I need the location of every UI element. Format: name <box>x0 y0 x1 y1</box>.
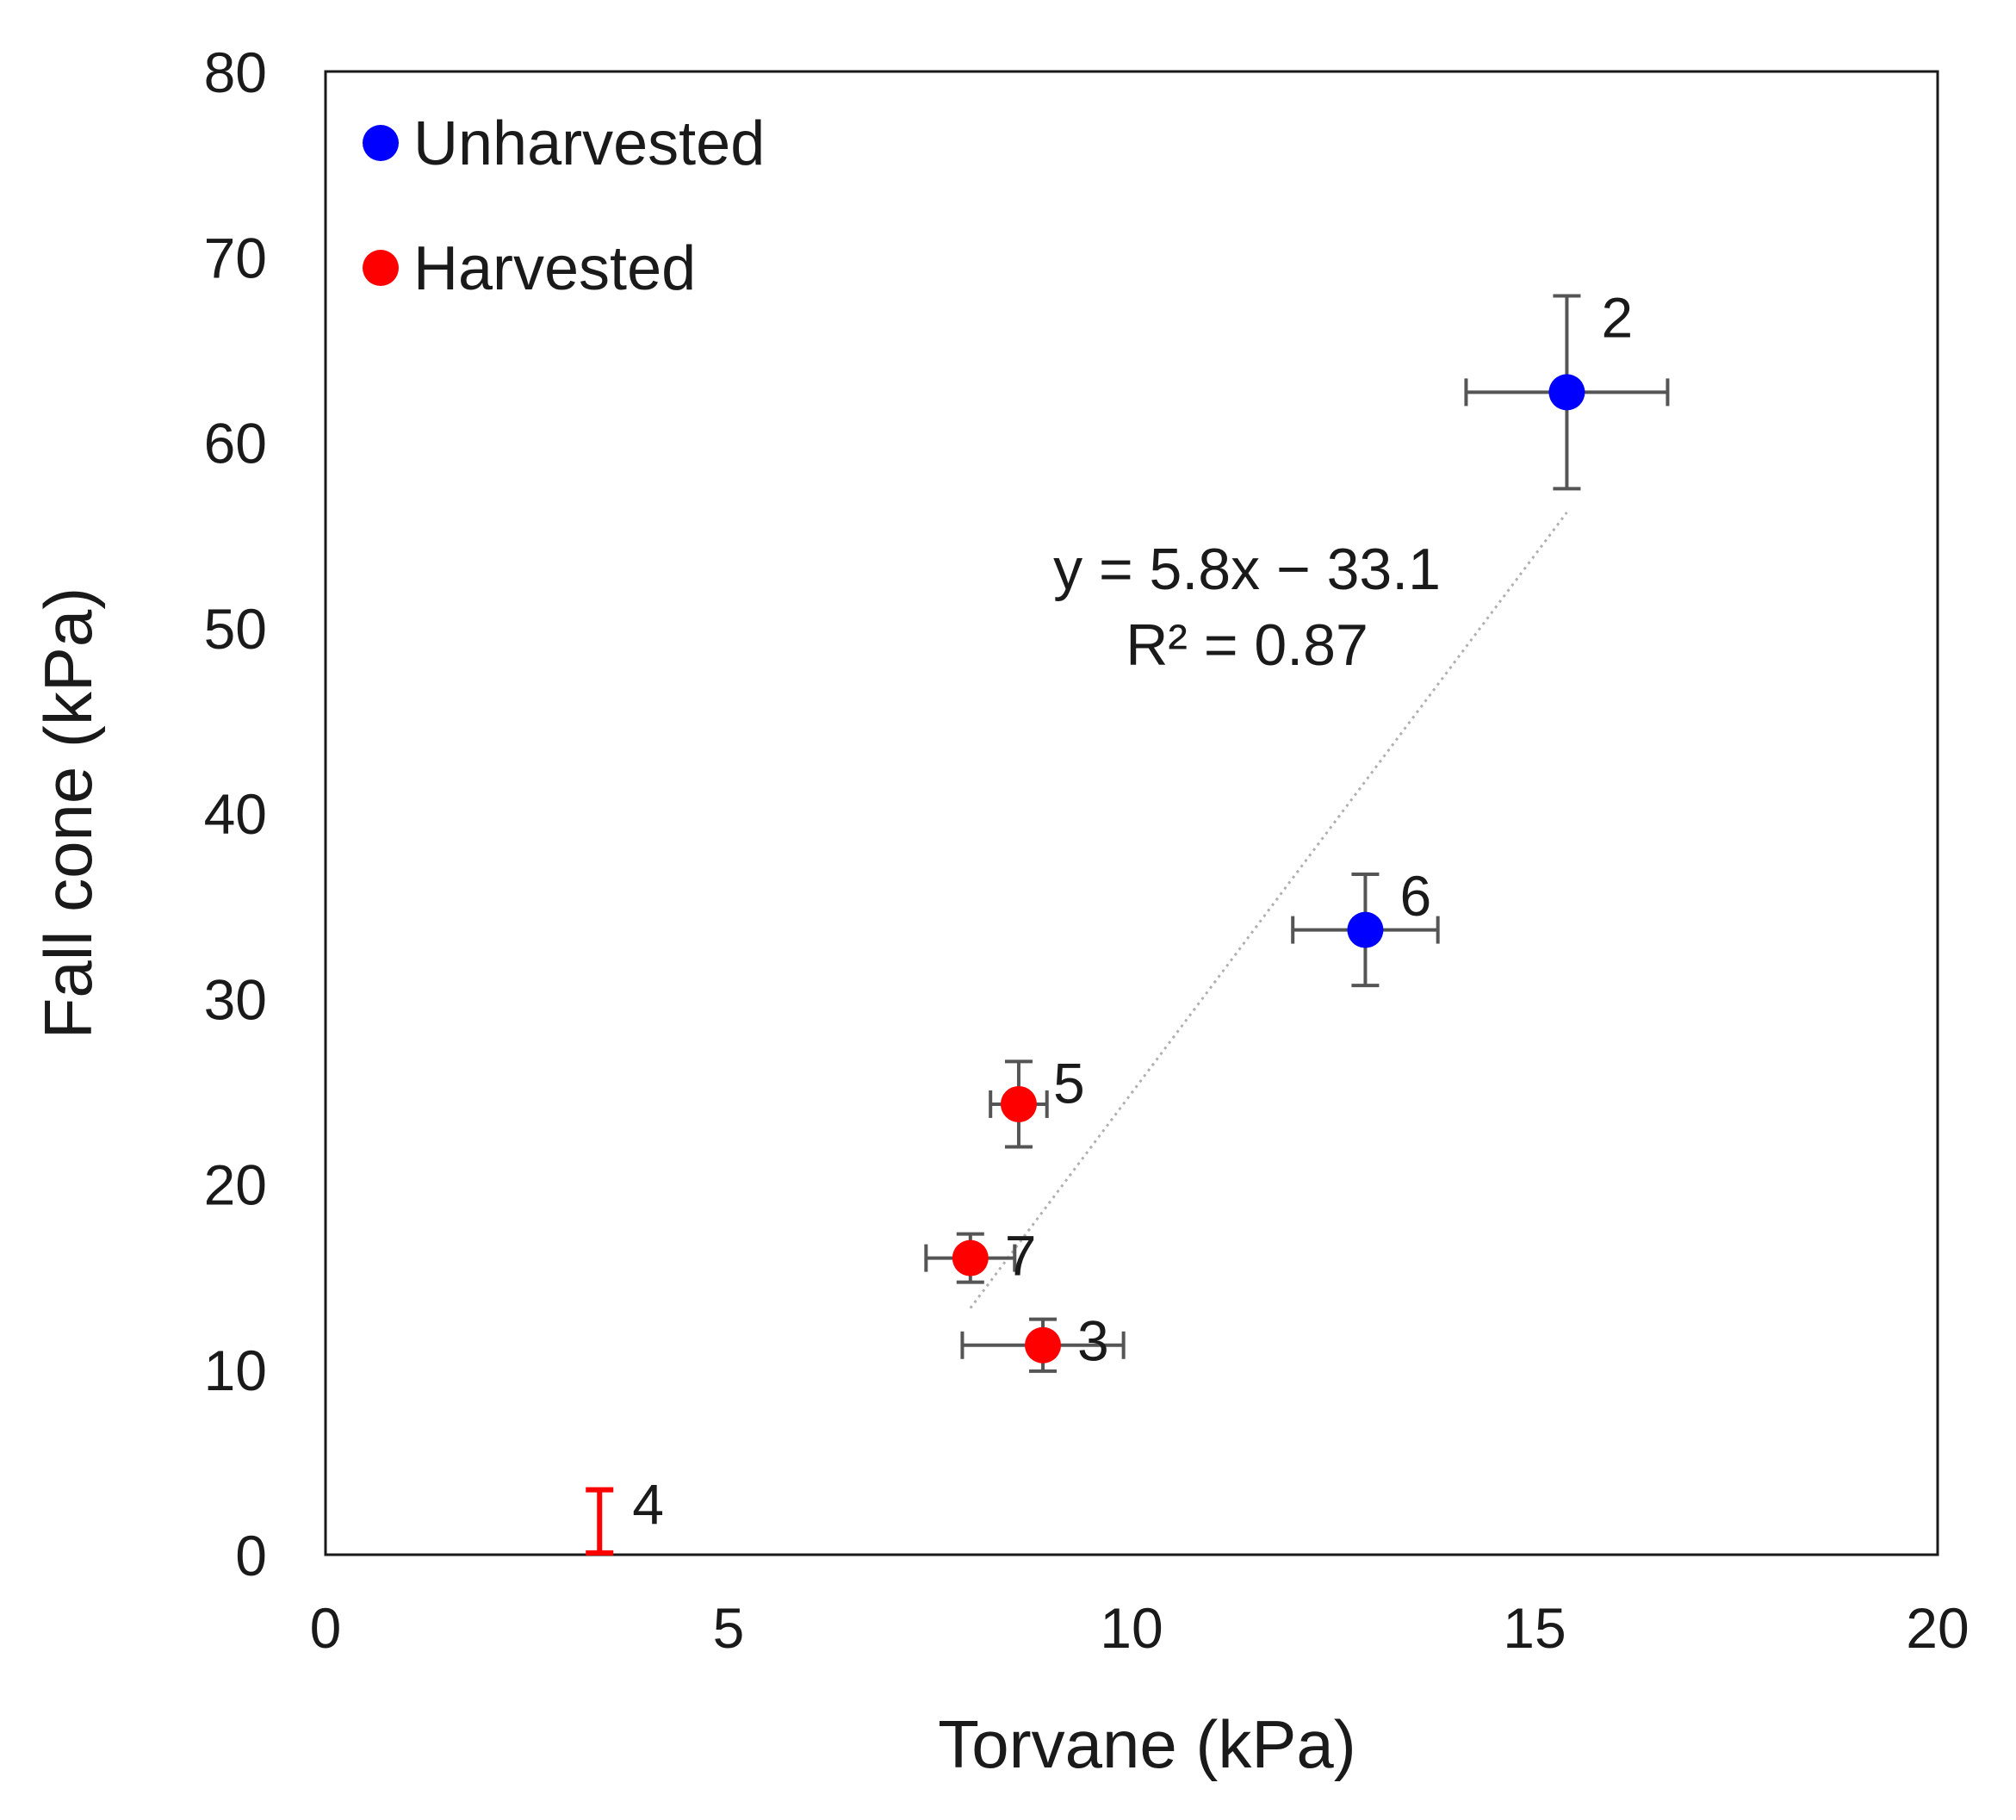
y-tick-label: 50 <box>204 597 267 661</box>
point-label: 4 <box>632 1473 664 1537</box>
x-tick-label: 0 <box>310 1596 342 1660</box>
trendline-r2: R² = 0.87 <box>1126 612 1368 678</box>
y-tick-label: 10 <box>204 1339 267 1402</box>
y-tick-label: 60 <box>204 412 267 475</box>
point-label: 5 <box>1053 1051 1085 1115</box>
legend-marker <box>363 250 399 286</box>
point-label: 3 <box>1077 1309 1109 1373</box>
data-point <box>952 1239 989 1276</box>
legend-marker <box>363 125 399 161</box>
y-tick-label: 70 <box>204 226 267 289</box>
y-tick-label: 0 <box>235 1524 267 1587</box>
point-label: 2 <box>1601 285 1633 349</box>
y-tick-label: 40 <box>204 782 267 846</box>
point-label: 6 <box>1399 864 1431 928</box>
data-point <box>1548 374 1585 411</box>
x-axis-title: Torvane (kPa) <box>938 1706 1356 1782</box>
data-point <box>1000 1085 1037 1122</box>
plot-area <box>324 70 1939 1556</box>
trendline <box>969 511 1568 1309</box>
y-tick-label: 20 <box>204 1153 267 1217</box>
legend-label: Harvested <box>413 234 696 303</box>
y-tick-label: 80 <box>204 40 267 104</box>
legend-label: Unharvested <box>413 109 765 178</box>
data-point <box>1347 911 1384 948</box>
y-tick-label: 30 <box>204 967 267 1031</box>
point-label: 7 <box>1005 1224 1037 1288</box>
x-tick-label: 10 <box>1100 1596 1163 1660</box>
data-point <box>1025 1326 1062 1363</box>
x-tick-label: 15 <box>1503 1596 1566 1660</box>
trendline-equation: y = 5.8x − 33.1 <box>1053 537 1441 602</box>
y-axis-title: Fall cone (kPa) <box>30 587 106 1040</box>
x-tick-label: 5 <box>713 1596 745 1660</box>
x-tick-label: 20 <box>1906 1596 1969 1660</box>
